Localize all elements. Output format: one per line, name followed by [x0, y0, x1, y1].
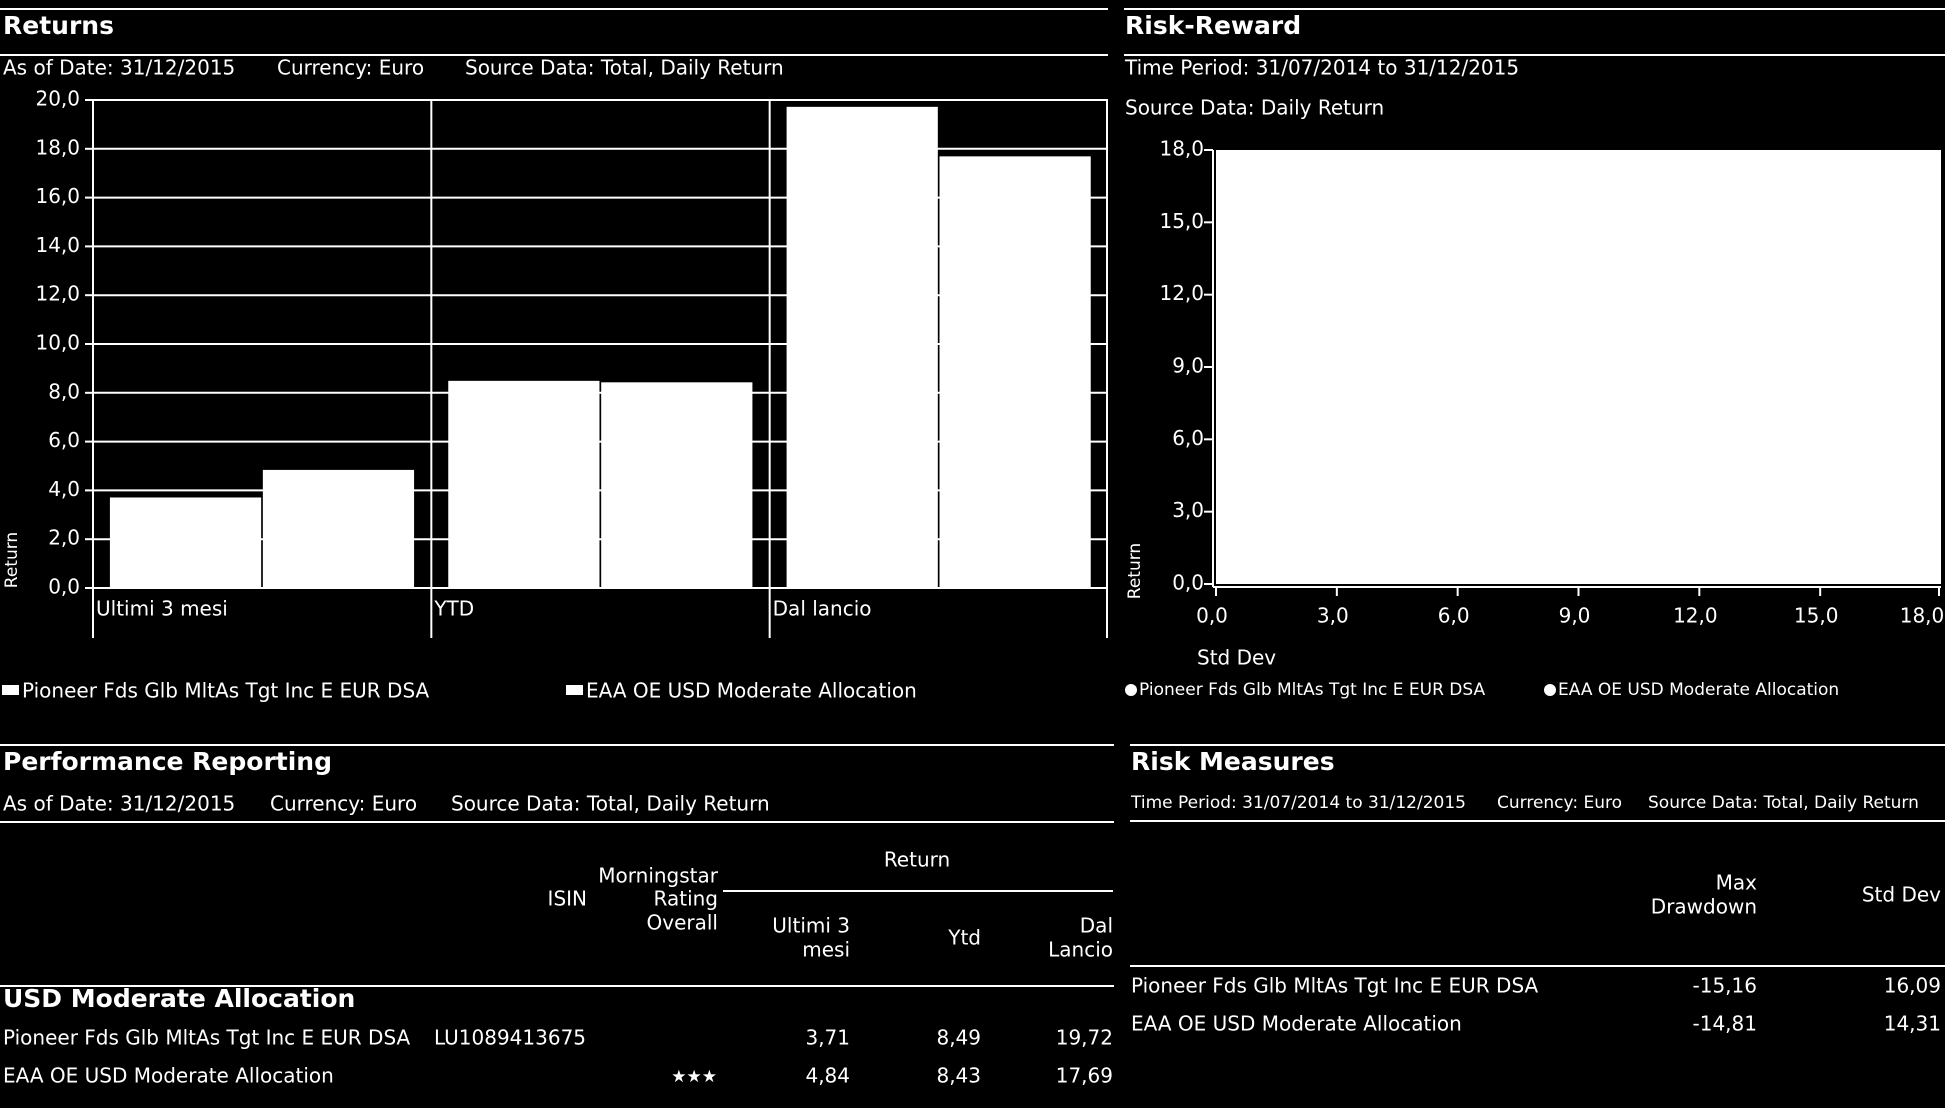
y-tick-label: 14,0 — [35, 233, 80, 257]
bar — [262, 469, 415, 588]
subtitle: Source Data: Total, Daily Return — [465, 56, 784, 80]
column-header: Ultimi 3 — [772, 914, 850, 938]
x-tick-label: Ultimi 3 mesi — [96, 597, 228, 621]
subtitle: Source Data: Total, Daily Return — [1648, 793, 1919, 813]
subtitle: Currency: Euro — [277, 56, 424, 80]
subtitle: Time Period: 31/07/2014 to 31/12/2015 — [1124, 56, 1519, 80]
y-tick-label: 16,0 — [35, 184, 80, 208]
cell: Pioneer Fds Glb MltAs Tgt Inc E EUR DSA — [1131, 974, 1539, 998]
cell: 17,69 — [1056, 1064, 1113, 1088]
cell: -15,16 — [1693, 974, 1757, 998]
panel-title: Risk Measures — [1131, 747, 1335, 776]
panel-title: Risk-Reward — [1125, 11, 1301, 40]
cell: EAA OE USD Moderate Allocation — [1131, 1012, 1462, 1036]
plot-area — [1216, 150, 1941, 584]
legend-label: EAA OE USD Moderate Allocation — [586, 679, 917, 703]
cell: 14,31 — [1884, 1012, 1941, 1036]
cell: 8,43 — [936, 1064, 981, 1088]
subtitle: Currency: Euro — [270, 792, 417, 816]
column-header: Lancio — [1048, 938, 1113, 962]
y-axis-label: Return — [1125, 543, 1145, 599]
bar — [601, 382, 753, 588]
bar — [448, 380, 600, 588]
cell: EAA OE USD Moderate Allocation — [3, 1064, 334, 1088]
subtitle: Currency: Euro — [1497, 793, 1622, 813]
y-tick-label: 2,0 — [48, 526, 80, 550]
y-tick-label: 6,0 — [48, 428, 80, 452]
column-header: Morningstar — [598, 864, 718, 888]
x-tick-label: 6,0 — [1438, 604, 1470, 628]
cell: 16,09 — [1884, 974, 1941, 998]
panel-title: Returns — [3, 11, 114, 40]
bar — [939, 156, 1091, 588]
group-title: USD Moderate Allocation — [3, 984, 355, 1013]
cell: LU1089413675 — [434, 1026, 586, 1050]
legend-marker — [1125, 684, 1137, 696]
y-tick-label: 12,0 — [1159, 281, 1204, 305]
subtitle: As of Date: 31/12/2015 — [3, 56, 235, 80]
y-axis-label: Return — [2, 532, 22, 588]
y-tick-label: 3,0 — [1172, 498, 1204, 522]
bar — [786, 106, 938, 588]
y-tick-label: 15,0 — [1159, 209, 1204, 233]
x-tick-label: 0,0 — [1196, 604, 1228, 628]
subtitle: As of Date: 31/12/2015 — [3, 792, 235, 816]
column-header: ISIN — [548, 887, 587, 911]
legend-label: EAA OE USD Moderate Allocation — [1558, 680, 1839, 700]
y-tick-label: 18,0 — [1159, 137, 1204, 161]
subtitle: Source Data: Daily Return — [1125, 96, 1384, 120]
legend-label: Pioneer Fds Glb MltAs Tgt Inc E EUR DSA — [1139, 680, 1485, 700]
x-tick-label: Dal lancio — [773, 597, 872, 621]
subtitle: Time Period: 31/07/2014 to 31/12/2015 — [1130, 793, 1466, 813]
column-header: Rating — [654, 887, 718, 911]
cell: -14,81 — [1693, 1012, 1757, 1036]
legend-marker — [566, 685, 583, 695]
column-header: Drawdown — [1651, 895, 1757, 919]
column-header: mesi — [802, 938, 850, 962]
y-tick-label: 8,0 — [48, 379, 80, 403]
legend-marker — [1544, 684, 1556, 696]
x-tick-label: 9,0 — [1559, 604, 1591, 628]
column-group-header: Return — [884, 848, 950, 872]
x-tick-label: 12,0 — [1673, 604, 1718, 628]
y-tick-label: 20,0 — [35, 87, 80, 111]
y-tick-label: 0,0 — [1172, 571, 1204, 595]
cell: Pioneer Fds Glb MltAs Tgt Inc E EUR DSA — [3, 1026, 411, 1050]
bar — [109, 497, 262, 588]
y-tick-label: 12,0 — [35, 282, 80, 306]
column-header: Dal — [1080, 914, 1113, 938]
cell: 19,72 — [1056, 1026, 1113, 1050]
y-tick-label: 9,0 — [1172, 354, 1204, 378]
y-tick-label: 4,0 — [48, 477, 80, 501]
x-tick-label: 18,0 — [1900, 604, 1945, 628]
column-header: Max — [1716, 871, 1758, 895]
x-tick-label: 15,0 — [1794, 604, 1839, 628]
column-header: Ytd — [947, 926, 981, 950]
legend-marker — [2, 685, 19, 695]
cell: 4,84 — [805, 1064, 850, 1088]
y-tick-label: 18,0 — [35, 135, 80, 159]
subtitle: Source Data: Total, Daily Return — [451, 792, 770, 816]
y-tick-label: 10,0 — [35, 331, 80, 355]
legend-label: Pioneer Fds Glb MltAs Tgt Inc E EUR DSA — [22, 679, 430, 703]
cell: 8,49 — [936, 1026, 981, 1050]
x-tick-label: YTD — [433, 597, 474, 621]
x-tick-label: 3,0 — [1317, 604, 1349, 628]
column-header: Overall — [647, 911, 718, 935]
y-tick-label: 0,0 — [48, 575, 80, 599]
y-tick-label: 6,0 — [1172, 426, 1204, 450]
cell: 3,71 — [805, 1026, 850, 1050]
x-axis-label: Std Dev — [1197, 646, 1276, 670]
column-header: Std Dev — [1862, 883, 1941, 907]
panel-title: Performance Reporting — [3, 747, 332, 776]
cell: ★★★ — [671, 1067, 717, 1087]
